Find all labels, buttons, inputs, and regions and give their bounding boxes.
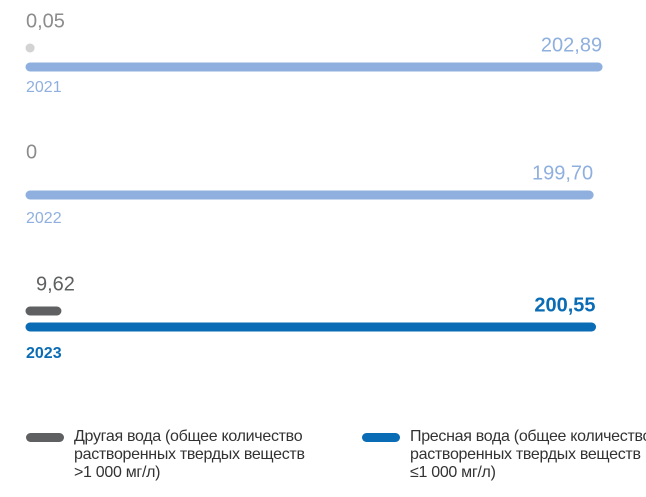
legend: Другая вода (общее количество растворенн… [26, 428, 646, 482]
legend-item: Пресная вода (общее количество растворен… [362, 428, 646, 482]
legend-swatch [362, 433, 400, 442]
category-label: 2022 [26, 210, 62, 227]
category-label: 2021 [26, 79, 62, 96]
value-label: 199,70 [532, 162, 593, 184]
category-label: 2023 [26, 345, 62, 362]
legend-label: Другая вода (общее количество растворенн… [74, 428, 305, 481]
value-label: 9,62 [36, 273, 75, 295]
value-label: 202,89 [541, 34, 602, 56]
value-label: 0 [26, 141, 37, 163]
legend-label: Пресная вода (общее количество растворен… [410, 428, 646, 481]
chart: 0,05 202,89 2021 0 199,70 2022 9,62 200,55 2023 [25, 10, 603, 362]
legend-swatch [26, 433, 64, 442]
value-label: 0,05 [26, 10, 65, 32]
value-label: 200,55 [534, 294, 595, 316]
legend-item: Другая вода (общее количество растворенн… [26, 428, 316, 482]
